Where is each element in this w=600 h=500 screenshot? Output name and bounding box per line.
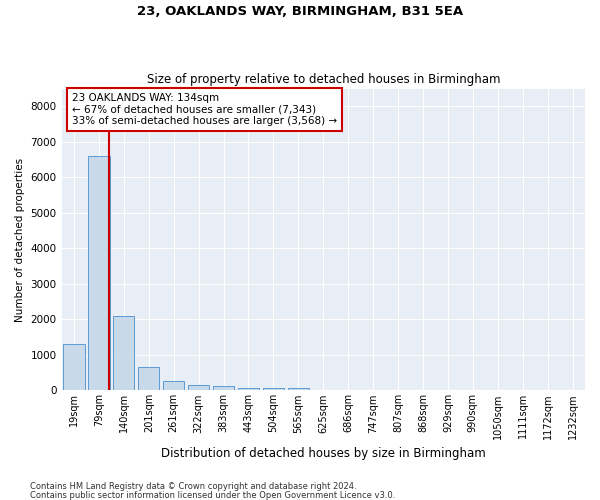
Text: 23 OAKLANDS WAY: 134sqm
← 67% of detached houses are smaller (7,343)
33% of semi: 23 OAKLANDS WAY: 134sqm ← 67% of detache… [72,93,337,126]
Text: Contains public sector information licensed under the Open Government Licence v3: Contains public sector information licen… [30,490,395,500]
Bar [188,385,209,390]
Text: Contains HM Land Registry data © Crown copyright and database right 2024.: Contains HM Land Registry data © Crown c… [30,482,356,491]
Text: 23, OAKLANDS WAY, BIRMINGHAM, B31 5EA: 23, OAKLANDS WAY, BIRMINGHAM, B31 5EA [137,5,463,18]
Bar [238,388,259,390]
Bar [64,344,85,391]
Bar [163,381,184,390]
Title: Size of property relative to detached houses in Birmingham: Size of property relative to detached ho… [146,73,500,86]
Bar [263,388,284,390]
Bar [138,368,160,390]
Y-axis label: Number of detached properties: Number of detached properties [15,158,25,322]
Bar [213,386,234,390]
Bar [288,388,309,390]
Bar [88,156,110,390]
Bar [113,316,134,390]
X-axis label: Distribution of detached houses by size in Birmingham: Distribution of detached houses by size … [161,447,485,460]
